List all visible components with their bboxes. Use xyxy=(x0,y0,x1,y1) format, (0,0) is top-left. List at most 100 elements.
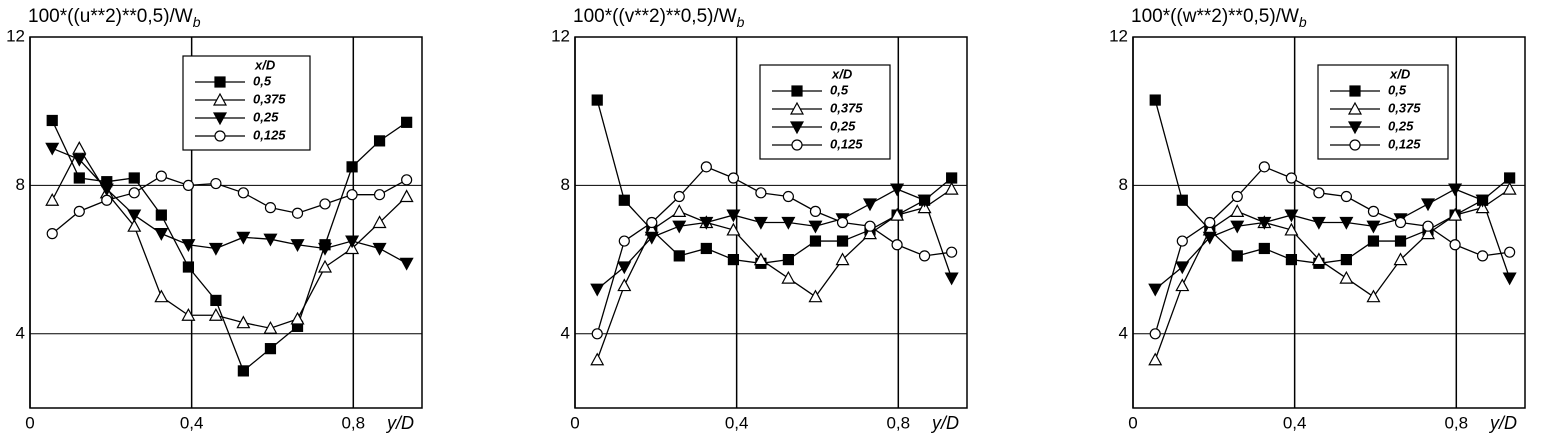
marker xyxy=(644,231,659,245)
legend-box xyxy=(1317,64,1449,160)
title-subscript: b xyxy=(1299,14,1307,30)
marker xyxy=(617,278,632,292)
y-tick-label: 4 xyxy=(561,323,570,342)
marker xyxy=(862,226,878,240)
legend-label: 0,125 xyxy=(830,136,863,151)
marker xyxy=(617,261,632,275)
marker xyxy=(1284,209,1299,223)
marker xyxy=(317,259,333,273)
marker xyxy=(154,228,169,241)
marker xyxy=(401,174,413,186)
marker xyxy=(789,121,805,135)
marker xyxy=(1449,239,1461,251)
marker xyxy=(1230,220,1245,234)
marker xyxy=(372,215,387,229)
marker xyxy=(1475,194,1490,208)
marker xyxy=(673,250,685,262)
marker xyxy=(237,365,249,377)
marker xyxy=(72,141,87,154)
marker xyxy=(944,181,959,195)
title-text: 100*((u**2)**0,5)/W xyxy=(28,6,193,27)
legend-title: x/D xyxy=(254,57,276,72)
marker xyxy=(1347,121,1363,135)
marker xyxy=(263,233,278,247)
legend-label: 0,375 xyxy=(830,100,863,115)
marker xyxy=(782,254,794,266)
marker xyxy=(1394,235,1407,247)
marker xyxy=(399,189,414,203)
marker xyxy=(1311,216,1326,230)
legend-label: 0,5 xyxy=(253,73,272,88)
chart-title: 100*((u**2)**0,5)/Wb xyxy=(28,6,201,30)
marker xyxy=(128,187,140,199)
marker xyxy=(182,179,195,191)
marker xyxy=(727,172,740,184)
marker xyxy=(291,207,304,219)
marker xyxy=(101,194,113,206)
marker xyxy=(1285,254,1298,266)
marker xyxy=(590,283,605,297)
marker xyxy=(1258,242,1270,255)
plot-frame xyxy=(1132,36,1526,409)
marker xyxy=(210,177,222,190)
y-tick-label: 4 xyxy=(16,323,25,342)
marker xyxy=(1476,250,1489,262)
legend-label: 0,375 xyxy=(253,91,286,106)
marker xyxy=(212,112,228,126)
marker xyxy=(890,183,905,197)
marker xyxy=(1502,181,1517,195)
marker xyxy=(154,289,169,303)
legend-label: 0,125 xyxy=(253,127,286,142)
x-tick-label: 0,4 xyxy=(1283,413,1307,432)
marker xyxy=(781,270,796,284)
marker xyxy=(672,204,687,217)
marker xyxy=(1175,278,1190,292)
marker xyxy=(212,92,228,106)
marker xyxy=(891,239,903,251)
marker xyxy=(237,187,249,199)
legend-title: x/D xyxy=(831,66,853,81)
x-axis-label: y/D xyxy=(385,413,414,433)
x-tick-label: 0,4 xyxy=(725,413,749,432)
marker xyxy=(399,257,414,271)
marker xyxy=(1204,216,1216,229)
y-tick-label: 12 xyxy=(1109,26,1128,45)
marker xyxy=(1176,194,1188,206)
marker xyxy=(836,216,849,229)
marker xyxy=(918,250,931,262)
marker xyxy=(373,135,386,147)
legend-label: 0,125 xyxy=(1388,136,1421,151)
marker xyxy=(1340,254,1352,266)
title-text: 100*((v**2)**0,5)/W xyxy=(573,6,737,27)
marker xyxy=(726,222,741,236)
marker xyxy=(1349,139,1361,151)
marker xyxy=(46,114,58,127)
marker xyxy=(181,239,196,253)
y-tick-label: 12 xyxy=(551,26,570,45)
marker xyxy=(1339,216,1354,230)
plot-frame xyxy=(574,36,968,409)
x-tick-label: 0 xyxy=(570,413,579,432)
marker xyxy=(155,170,167,182)
marker xyxy=(72,153,87,167)
legend-label: 0,25 xyxy=(830,118,856,133)
marker xyxy=(808,289,823,303)
marker xyxy=(208,242,223,256)
marker xyxy=(727,254,740,266)
marker xyxy=(673,190,685,203)
marker xyxy=(917,194,932,208)
legend-label: 0,375 xyxy=(1388,100,1421,115)
marker xyxy=(1149,94,1161,106)
marker xyxy=(1504,246,1516,258)
marker xyxy=(401,116,413,128)
plot-frame xyxy=(29,36,423,409)
marker xyxy=(1393,252,1408,266)
marker xyxy=(1231,250,1243,262)
chart-title: 100*((v**2)**0,5)/Wb xyxy=(573,6,745,30)
marker xyxy=(1176,235,1188,247)
marker xyxy=(1202,231,1217,245)
marker xyxy=(753,216,768,230)
marker xyxy=(646,216,658,229)
marker xyxy=(210,294,222,307)
marker xyxy=(781,216,796,230)
